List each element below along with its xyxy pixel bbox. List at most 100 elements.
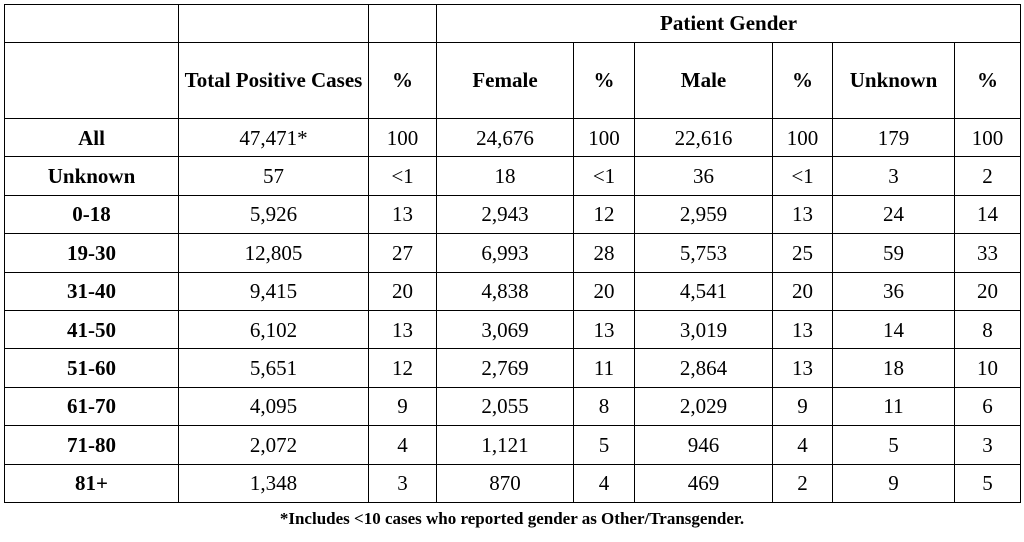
table-cell: 18	[832, 348, 955, 388]
row-label: Unknown	[4, 156, 179, 196]
row-label: All	[4, 117, 179, 158]
patient-gender-header: Patient Gender	[435, 4, 1022, 43]
row-label: 71-80	[4, 425, 179, 465]
table-cell: 3	[368, 463, 437, 503]
table-cell: 3	[832, 156, 955, 196]
row-label: 41-50	[4, 309, 179, 350]
table-cell: 2	[953, 156, 1022, 196]
table-cell: 57	[178, 156, 369, 196]
table-cell: 870	[436, 463, 574, 503]
row-label: 0-18	[4, 194, 179, 235]
table-cell: 4	[573, 463, 635, 503]
table-cell: 8	[953, 309, 1022, 350]
row-label-header	[4, 42, 179, 119]
table-cell: 24	[832, 194, 955, 235]
super-header-row: Patient Gender	[4, 4, 1022, 43]
column-header: %	[368, 42, 437, 119]
table-row: 81+ 1,348 3 870 4 469 2 9 5	[4, 463, 1022, 503]
table-cell: 10	[953, 348, 1022, 388]
table-cell: 2	[772, 463, 833, 503]
table-cell: 20	[953, 271, 1022, 311]
table-cell: 5,651	[178, 348, 369, 388]
column-header: Female	[436, 42, 574, 119]
table-cell: 3	[953, 425, 1022, 465]
table-cell: 14	[953, 194, 1022, 235]
table-cell: 2,769	[436, 348, 574, 388]
table-cell: 100	[772, 117, 833, 158]
table-cell: 469	[634, 463, 773, 503]
row-label: 61-70	[4, 386, 179, 427]
table-row: 51-60 5,651 12 2,769 11 2,864 13 18 10	[4, 348, 1022, 388]
corner-cell	[4, 4, 179, 43]
table-cell: 4,541	[634, 271, 773, 311]
cases-table: Patient Gender Total Positive Cases% Fema…	[4, 4, 1022, 503]
table-cell: 13	[772, 348, 833, 388]
table-cell: <1	[573, 156, 635, 196]
table-cell: 5	[573, 425, 635, 465]
table-cell: 13	[368, 194, 437, 235]
row-label: 81+	[4, 463, 179, 503]
table-cell: 12,805	[178, 233, 369, 273]
table-cell: 5	[832, 425, 955, 465]
table-cell: 11	[573, 348, 635, 388]
table-cell: 22,616	[634, 117, 773, 158]
column-header: Unknown	[832, 42, 955, 119]
table-cell: 5	[953, 463, 1022, 503]
table-cell: 4,838	[436, 271, 574, 311]
table-cell: 5,926	[178, 194, 369, 235]
table-row: 0-18 5,926 13 2,943 12 2,959 13 24 14	[4, 194, 1022, 235]
table-cell: 20	[368, 271, 437, 311]
table-cell: 2,959	[634, 194, 773, 235]
table-cell: 2,072	[178, 425, 369, 465]
table-row: 61-70 4,095 9 2,055 8 2,029 9 11 6	[4, 386, 1022, 427]
table-cell: 20	[772, 271, 833, 311]
table-cell: 59	[832, 233, 955, 273]
table-cell: <1	[368, 156, 437, 196]
column-header: Male	[634, 42, 773, 119]
table-cell: 2,029	[634, 386, 773, 427]
column-header-row: Total Positive Cases% Female% Male% Unknown…	[4, 42, 1022, 119]
table-cell: 100	[573, 117, 635, 158]
table-cell: 1,121	[436, 425, 574, 465]
column-header: Total Positive Cases	[178, 42, 369, 119]
table-cell: 8	[573, 386, 635, 427]
table-cell: 20	[573, 271, 635, 311]
table-cell: 2,864	[634, 348, 773, 388]
table-cell: 11	[832, 386, 955, 427]
table-cell: 9	[832, 463, 955, 503]
table-cell: 47,471*	[178, 117, 369, 158]
table-cell: 25	[772, 233, 833, 273]
table-cell: 13	[772, 309, 833, 350]
table-cell: 4	[772, 425, 833, 465]
table-row: 71-80 2,072 4 1,121 5 946 4 5 3	[4, 425, 1022, 465]
footnote: *Includes <10 cases who reported gender …	[279, 509, 745, 528]
table-cell: <1	[772, 156, 833, 196]
table-cell: 9	[368, 386, 437, 427]
table-cell: 5,753	[634, 233, 773, 273]
table-cell: 9,415	[178, 271, 369, 311]
table-cell: 6,102	[178, 309, 369, 350]
blank-header-cell	[178, 4, 369, 43]
table-cell: 2,943	[436, 194, 574, 235]
table-cell: 4	[368, 425, 437, 465]
table-cell: 946	[634, 425, 773, 465]
table-cell: 6,993	[436, 233, 574, 273]
table-cell: 33	[953, 233, 1022, 273]
table-cell: 12	[573, 194, 635, 235]
table-cell: 2,055	[436, 386, 574, 427]
table-cell: 3,019	[634, 309, 773, 350]
table-row: 41-50 6,102 13 3,069 13 3,019 13 14 8	[4, 309, 1022, 350]
table-cell: 4,095	[178, 386, 369, 427]
row-label: 19-30	[4, 233, 179, 273]
table-cell: 24,676	[436, 117, 574, 158]
table-row: 19-30 12,805 27 6,993 28 5,753 25 59 33	[4, 233, 1022, 273]
table-cell: 14	[832, 309, 955, 350]
table-cell: 28	[573, 233, 635, 273]
table-cell: 100	[368, 117, 437, 158]
blank-header-cell	[368, 4, 437, 43]
table-cell: 13	[772, 194, 833, 235]
row-label: 31-40	[4, 271, 179, 311]
table-cell: 12	[368, 348, 437, 388]
table-cell: 18	[436, 156, 574, 196]
table-cell: 27	[368, 233, 437, 273]
